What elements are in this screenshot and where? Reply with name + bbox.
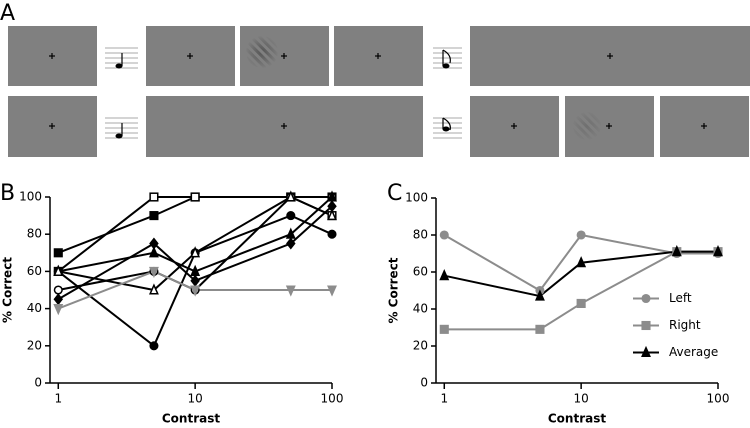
point bbox=[285, 285, 296, 297]
point bbox=[53, 304, 64, 316]
x-axis-title: Contrast bbox=[548, 412, 606, 426]
y-tick-label: 80 bbox=[413, 228, 428, 242]
point bbox=[327, 208, 337, 221]
point bbox=[671, 244, 682, 257]
x-tick-label: 100 bbox=[707, 392, 730, 406]
point bbox=[286, 211, 296, 221]
y-tick-label: 100 bbox=[19, 190, 42, 204]
point bbox=[439, 324, 449, 334]
panel-label: C bbox=[387, 181, 402, 206]
point bbox=[327, 229, 337, 239]
point bbox=[576, 298, 586, 308]
point bbox=[148, 283, 159, 295]
x-tick-label: 100 bbox=[321, 392, 344, 406]
point bbox=[190, 192, 200, 202]
point bbox=[285, 190, 296, 202]
trial-diagram bbox=[8, 26, 750, 157]
point bbox=[53, 293, 64, 306]
point bbox=[327, 285, 337, 297]
point bbox=[190, 285, 201, 297]
y-tick-label: 60 bbox=[413, 265, 428, 279]
y-axis-title: % Correct bbox=[1, 257, 15, 323]
x-tick-label: 10 bbox=[573, 392, 588, 406]
legend-marker bbox=[641, 293, 651, 304]
panel-label: B bbox=[0, 181, 15, 206]
y-tick-label: 20 bbox=[27, 338, 42, 352]
y-tick-label: 40 bbox=[27, 301, 42, 315]
x-tick-label: 10 bbox=[187, 392, 202, 406]
point bbox=[190, 264, 201, 276]
point bbox=[53, 285, 63, 295]
point bbox=[576, 256, 587, 268]
point bbox=[285, 227, 296, 239]
y-tick-label: 0 bbox=[420, 376, 428, 390]
panel-label: A bbox=[0, 1, 15, 26]
legend-marker bbox=[641, 345, 651, 358]
point bbox=[327, 190, 337, 202]
point bbox=[149, 341, 159, 351]
legend-label: Left bbox=[669, 291, 692, 305]
point bbox=[53, 264, 64, 276]
y-axis-title: % Correct bbox=[387, 257, 401, 323]
point bbox=[53, 248, 63, 258]
point bbox=[286, 237, 296, 250]
x-tick-label: 1 bbox=[440, 392, 448, 406]
legend-marker bbox=[641, 320, 651, 331]
point bbox=[148, 266, 159, 279]
point bbox=[535, 324, 545, 334]
point bbox=[534, 289, 545, 301]
y-tick-label: 100 bbox=[405, 191, 428, 205]
point bbox=[149, 211, 159, 221]
y-tick-label: 20 bbox=[413, 339, 428, 353]
point bbox=[439, 269, 450, 281]
legend-label: Average bbox=[669, 345, 718, 359]
legend-label: Right bbox=[669, 318, 701, 332]
x-axis-title: Contrast bbox=[162, 412, 220, 426]
point bbox=[148, 246, 159, 258]
y-tick-label: 40 bbox=[413, 302, 428, 316]
point bbox=[576, 230, 586, 240]
y-tick-label: 0 bbox=[34, 376, 42, 390]
point bbox=[439, 230, 449, 240]
y-tick-label: 80 bbox=[27, 227, 42, 241]
point bbox=[149, 192, 159, 202]
point bbox=[713, 244, 723, 257]
y-tick-label: 60 bbox=[27, 264, 42, 278]
point bbox=[190, 246, 201, 258]
x-tick-label: 1 bbox=[54, 392, 62, 406]
